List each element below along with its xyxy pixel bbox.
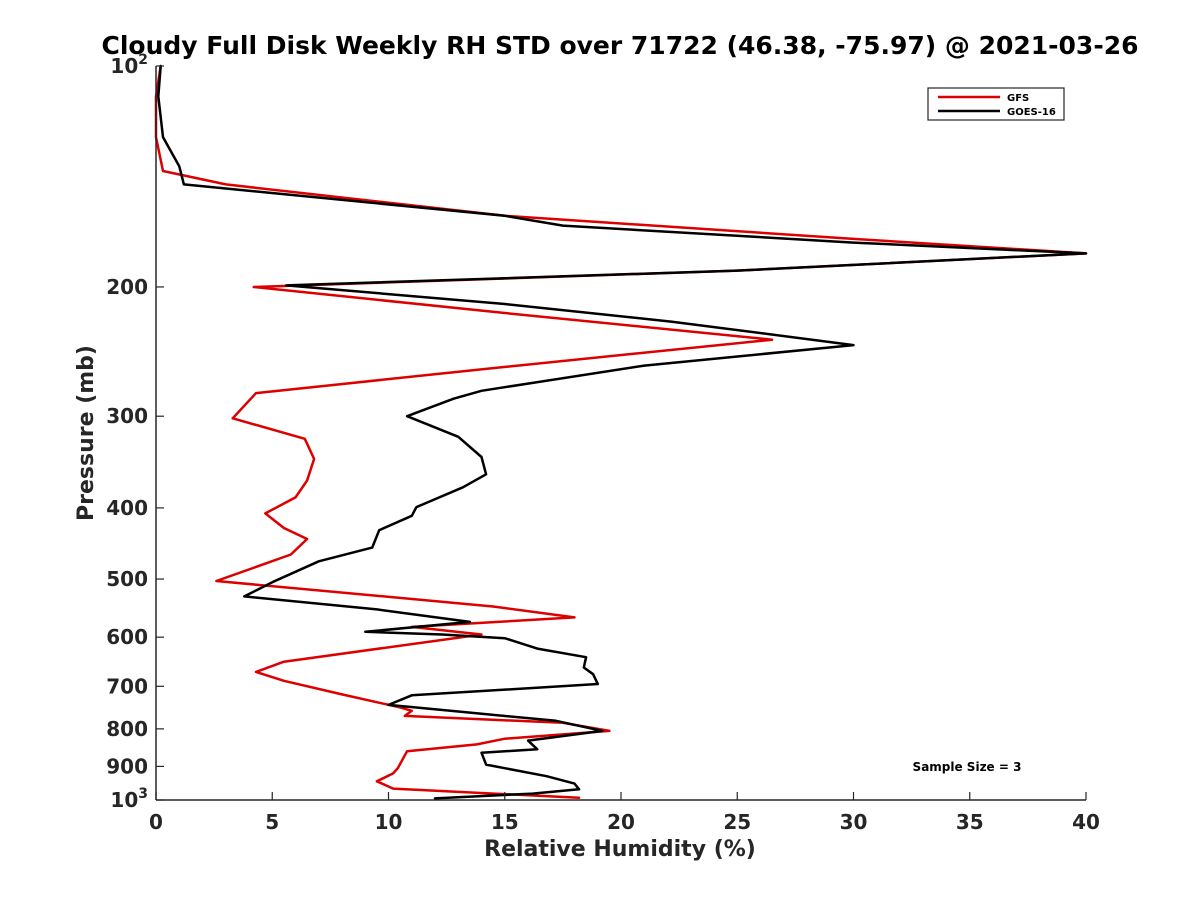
y-tick-label: 102 <box>110 52 148 78</box>
x-axis-ticks: 0 5 10 15 20 25 30 35 40 <box>149 792 1100 834</box>
y-tick-label: 300 <box>106 404 148 428</box>
x-tick-label: 25 <box>723 810 751 834</box>
y-tick-label: 200 <box>106 275 148 299</box>
y-tick-label-exponent: 2 <box>138 52 148 68</box>
series-line-goes-16 <box>157 64 1088 800</box>
x-tick-label: 20 <box>607 810 635 834</box>
legend-label-gfs: GFS <box>1007 93 1029 104</box>
x-tick-label: 15 <box>491 810 519 834</box>
y-tick-label-exponent: 3 <box>138 786 148 802</box>
plot-area: 0 5 10 15 20 25 30 35 40 10220030040050060070080… <box>106 52 1100 834</box>
y-tick-label: 900 <box>106 754 148 778</box>
x-tick-label: 35 <box>956 810 984 834</box>
x-tick-label: 0 <box>149 810 163 834</box>
y-tick-label: 103 <box>110 786 148 812</box>
x-tick-label: 5 <box>265 810 279 834</box>
legend: GFS GOES-16 <box>927 87 1065 121</box>
x-tick-label: 10 <box>375 810 403 834</box>
y-tick-label-base: 10 <box>110 54 138 78</box>
series-layer <box>154 64 1088 800</box>
sample-size-annotation: Sample Size = 3 <box>913 760 1022 774</box>
y-tick-label: 600 <box>106 625 148 649</box>
y-tick-label: 700 <box>106 674 148 698</box>
y-tick-label: 500 <box>106 567 148 591</box>
y-tick-label-base: 10 <box>110 788 138 812</box>
x-axis-label: Relative Humidity (%) <box>484 837 756 862</box>
y-tick-label: 800 <box>106 717 148 741</box>
legend-label-goes-16: GOES-16 <box>1007 107 1056 118</box>
legend-box <box>927 87 1065 121</box>
y-axis-label: Pressure (mb) <box>74 345 99 521</box>
x-tick-label: 40 <box>1072 810 1100 834</box>
x-tick-label: 30 <box>840 810 868 834</box>
y-tick-label: 400 <box>106 496 148 520</box>
chart-title: Cloudy Full Disk Weekly RH STD over 7172… <box>101 31 1138 60</box>
